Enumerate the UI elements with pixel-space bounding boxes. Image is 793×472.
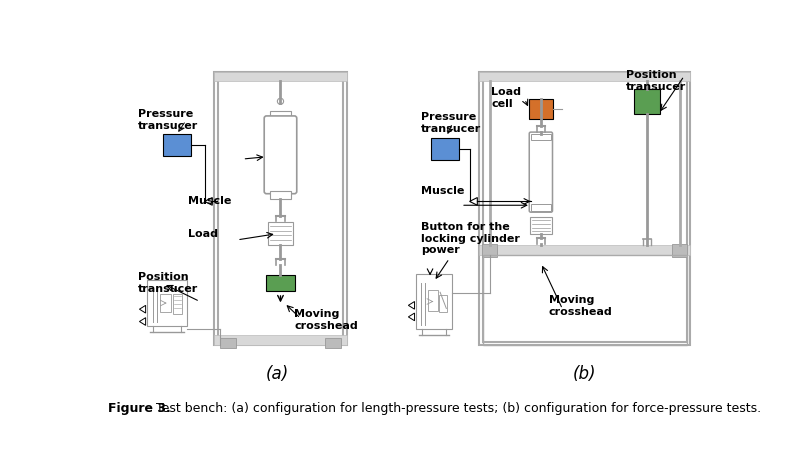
Polygon shape bbox=[408, 302, 415, 309]
Bar bbox=[214, 72, 347, 346]
Text: (a): (a) bbox=[266, 365, 289, 383]
Polygon shape bbox=[205, 198, 213, 205]
Bar bbox=[672, 244, 688, 257]
Bar bbox=[214, 335, 347, 346]
Bar bbox=[634, 89, 661, 114]
Bar bbox=[214, 72, 347, 81]
Bar bbox=[439, 295, 447, 312]
Text: Muscle: Muscle bbox=[188, 196, 232, 206]
Bar bbox=[479, 72, 691, 346]
Bar bbox=[270, 191, 291, 199]
Circle shape bbox=[278, 98, 284, 104]
Bar bbox=[163, 135, 190, 156]
Text: Button for the
locking cylinder
power: Button for the locking cylinder power bbox=[421, 222, 519, 255]
Bar bbox=[416, 274, 452, 329]
Text: Muscle: Muscle bbox=[421, 186, 464, 196]
Bar bbox=[268, 222, 293, 245]
Bar bbox=[479, 245, 691, 255]
Bar bbox=[173, 294, 182, 314]
Text: Figure 3.: Figure 3. bbox=[109, 402, 171, 414]
Bar bbox=[529, 99, 553, 119]
Bar bbox=[218, 76, 343, 342]
Text: Load
cell: Load cell bbox=[492, 87, 521, 109]
Bar bbox=[482, 244, 497, 257]
Text: Moving
crosshead: Moving crosshead bbox=[549, 295, 612, 317]
Bar bbox=[266, 275, 295, 292]
FancyBboxPatch shape bbox=[529, 132, 553, 212]
Text: Load: Load bbox=[188, 229, 218, 239]
Bar bbox=[483, 255, 687, 346]
Bar bbox=[483, 76, 687, 342]
Text: (b): (b) bbox=[573, 365, 596, 383]
Polygon shape bbox=[469, 198, 477, 205]
Text: Test bench: (a) configuration for length-pressure tests; (b) configuration for f: Test bench: (a) configuration for length… bbox=[151, 402, 761, 414]
Text: Moving
crosshead: Moving crosshead bbox=[294, 309, 358, 331]
Text: Pressure
transucer: Pressure transucer bbox=[138, 109, 198, 131]
Bar bbox=[270, 110, 291, 118]
Bar bbox=[160, 294, 171, 312]
Bar bbox=[530, 217, 552, 234]
Text: Position
transucer: Position transucer bbox=[626, 70, 687, 92]
Bar bbox=[147, 280, 187, 326]
FancyBboxPatch shape bbox=[264, 116, 297, 194]
Bar bbox=[325, 337, 341, 348]
Bar bbox=[479, 72, 691, 81]
Text: Pressure
transucer: Pressure transucer bbox=[421, 112, 481, 134]
Bar bbox=[531, 204, 551, 211]
Bar bbox=[431, 138, 458, 160]
Bar bbox=[427, 290, 438, 311]
Bar bbox=[531, 134, 551, 140]
Text: Position
transucer: Position transucer bbox=[138, 272, 198, 294]
Bar bbox=[220, 337, 236, 348]
Polygon shape bbox=[140, 305, 146, 313]
